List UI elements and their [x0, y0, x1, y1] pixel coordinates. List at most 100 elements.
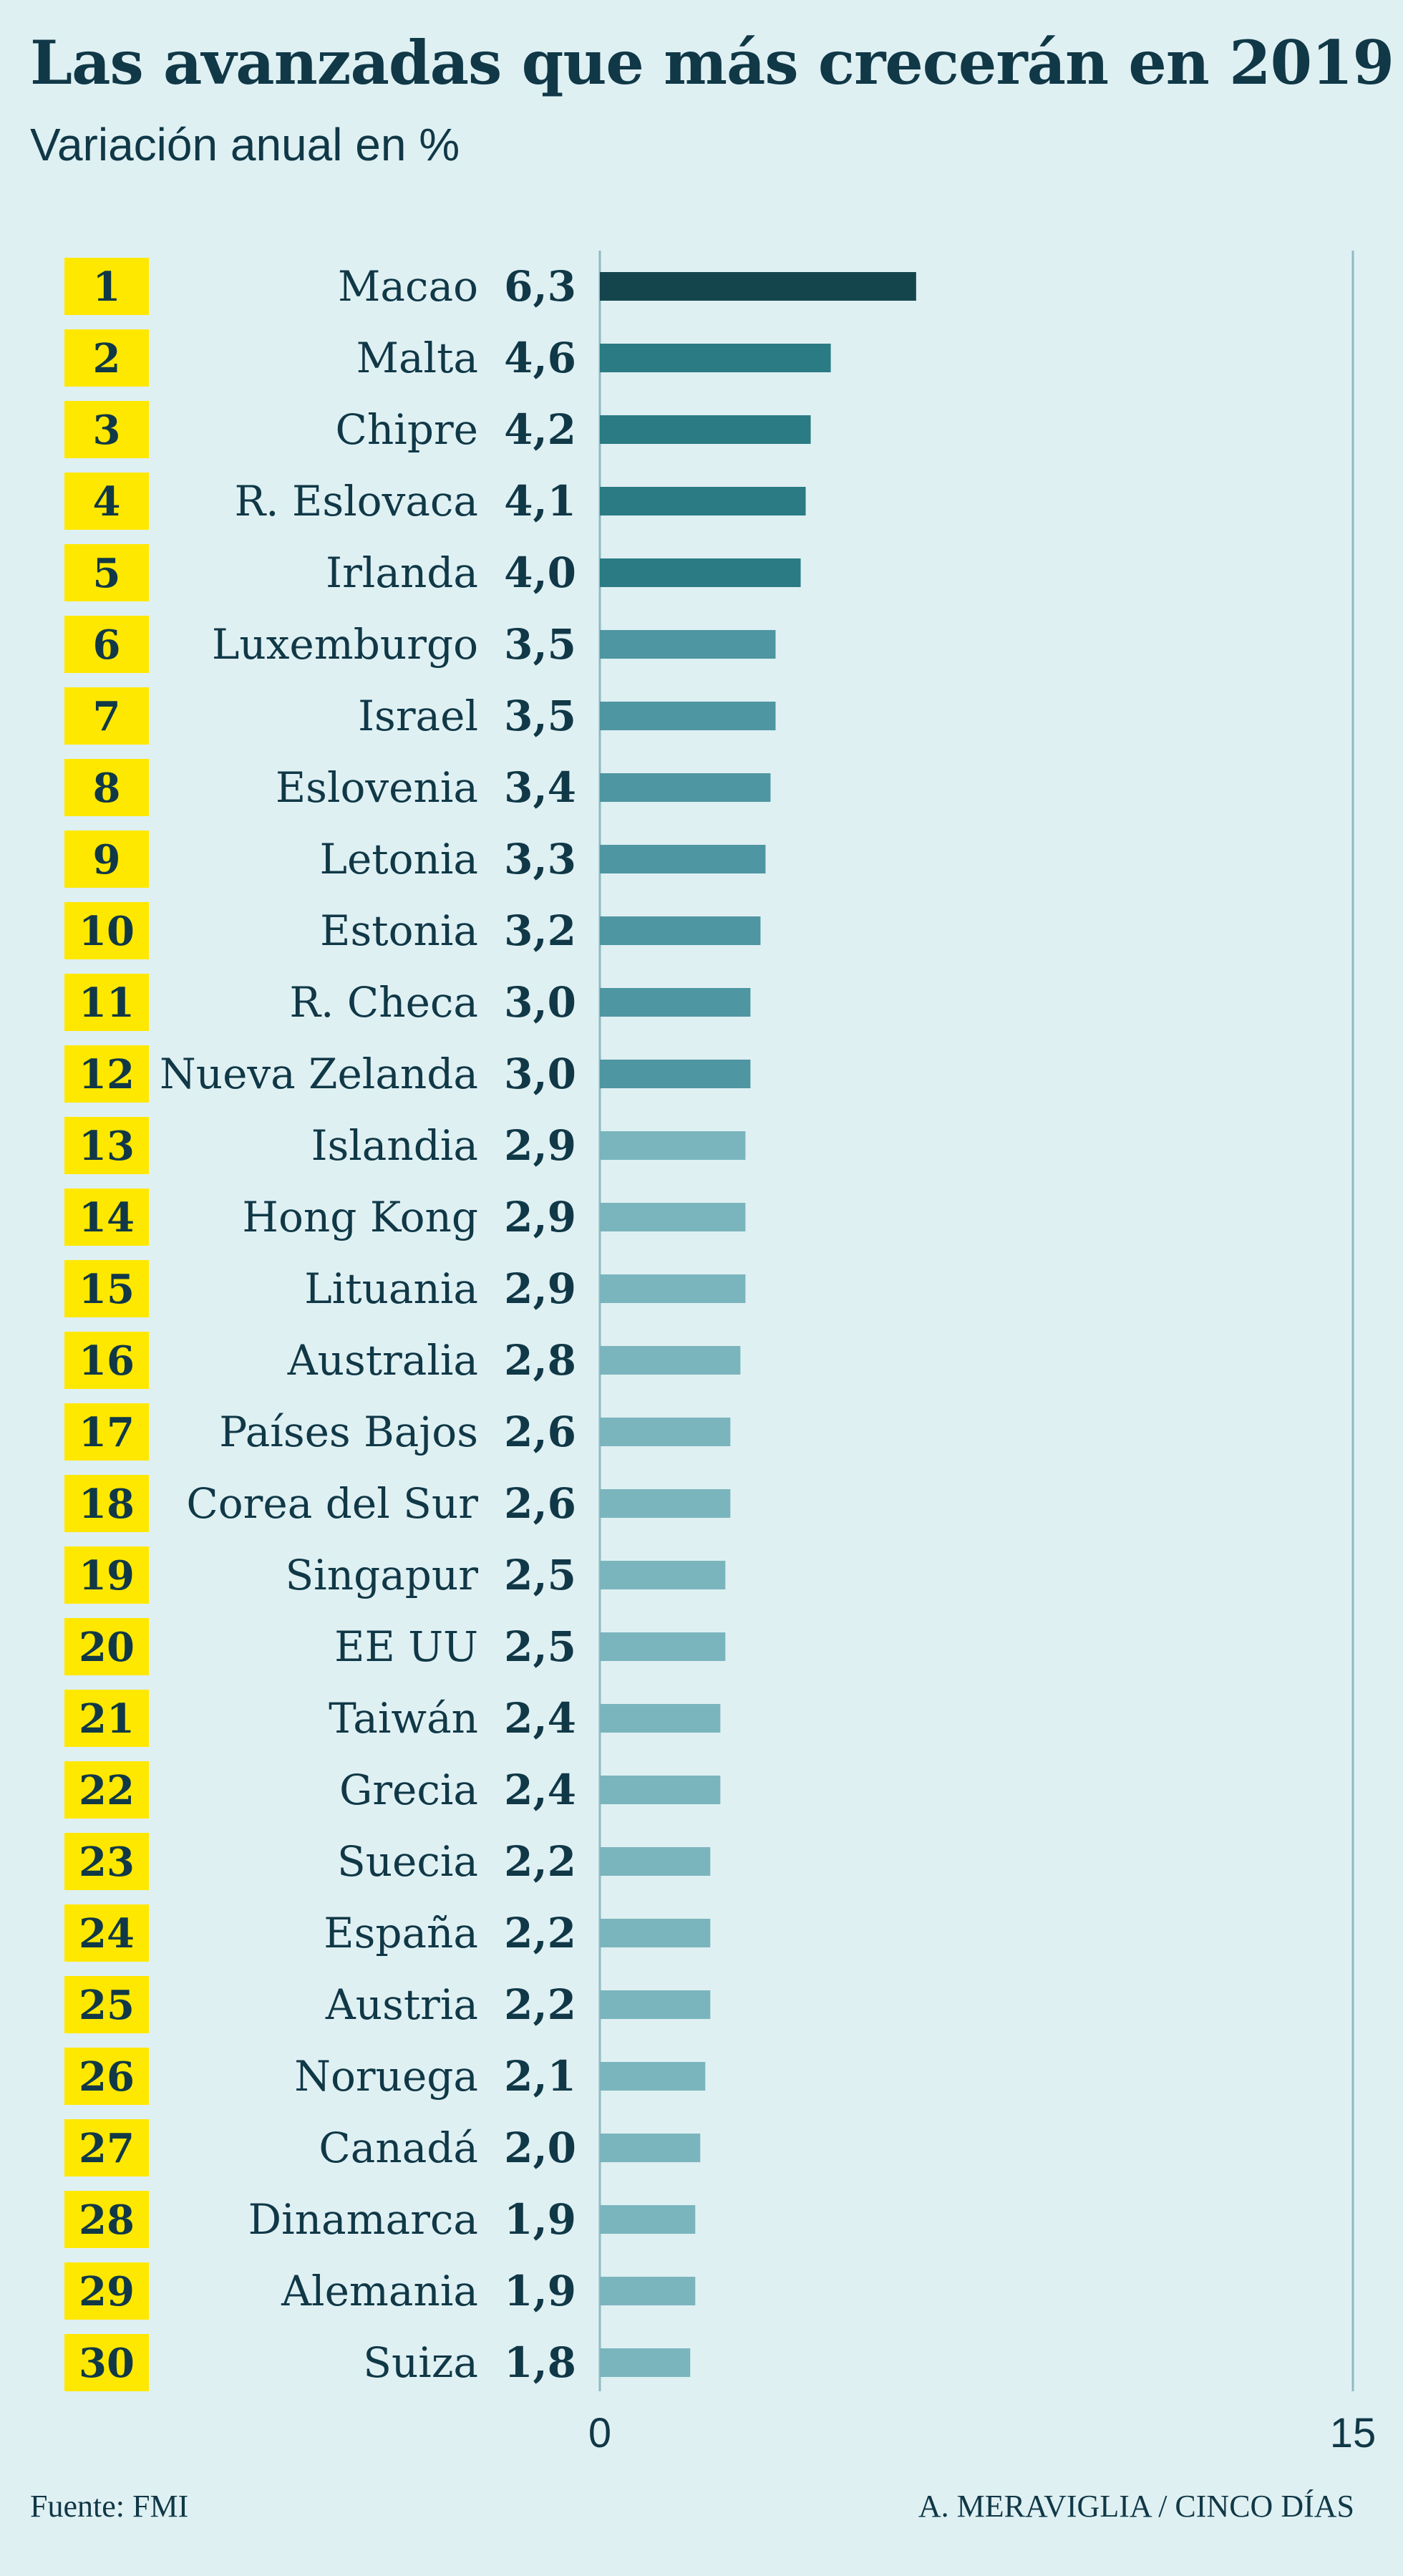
- bar: [600, 558, 801, 587]
- bar: [600, 1418, 731, 1446]
- bar: [600, 1060, 751, 1088]
- category-label: EE UU: [334, 1622, 478, 1671]
- value-label: 3,4: [504, 763, 576, 812]
- rank-badge: [64, 401, 149, 458]
- value-label: 2,4: [504, 1694, 576, 1743]
- rank-label: 13: [79, 1123, 135, 1170]
- rank-badge: [64, 1546, 149, 1604]
- rank-badge: [64, 1761, 149, 1819]
- rank-label: 29: [79, 2268, 135, 2315]
- rank-badge: [64, 544, 149, 601]
- category-label: R. Eslovaca: [234, 477, 478, 526]
- rank-badge: [64, 2334, 149, 2391]
- rank-label: 19: [79, 1552, 135, 1599]
- category-label: Corea del Sur: [186, 1479, 478, 1528]
- rank-label: 11: [79, 979, 135, 1027]
- rank-badge: [64, 1833, 149, 1890]
- rank-label: 8: [93, 765, 121, 812]
- value-label: 2,6: [504, 1408, 576, 1456]
- value-label: 3,3: [504, 835, 576, 883]
- bar: [600, 916, 761, 945]
- category-label: Macao: [338, 262, 478, 311]
- rank-badge: [64, 1475, 149, 1532]
- category-label: Singapur: [285, 1551, 478, 1599]
- rank-label: 3: [93, 407, 121, 454]
- rank-label: 2: [93, 335, 121, 382]
- rank-badge: [64, 1904, 149, 1962]
- rank-badge: [64, 1045, 149, 1103]
- source-note: Fuente: FMI: [30, 2489, 189, 2524]
- bar: [600, 1561, 726, 1589]
- value-label: 3,0: [504, 1050, 576, 1098]
- category-label: Letonia: [319, 835, 478, 883]
- rank-label: 7: [93, 693, 121, 740]
- rank-badge: [64, 1690, 149, 1747]
- rank-badge: [64, 1976, 149, 2033]
- category-label: Dinamarca: [248, 2195, 478, 2244]
- category-label: Canadá: [319, 2124, 478, 2172]
- rank-label: 22: [79, 1767, 135, 1814]
- chart-title: Las avanzadas que más crecerán en 2019: [30, 27, 1394, 98]
- bar: [600, 344, 831, 372]
- value-label: 2,2: [504, 1837, 576, 1886]
- value-label: 6,3: [504, 262, 576, 311]
- bar: [600, 2062, 706, 2091]
- rank-badge: [64, 2119, 149, 2176]
- value-label: 2,4: [504, 1766, 576, 1814]
- bar: [600, 487, 806, 515]
- rank-label: 9: [93, 836, 121, 883]
- rank-label: 23: [79, 1839, 135, 1886]
- value-label: 4,6: [504, 334, 576, 382]
- rank-label: 21: [79, 1695, 135, 1743]
- value-label: 2,9: [504, 1193, 576, 1241]
- value-label: 4,1: [504, 477, 576, 526]
- rank-badge: [64, 831, 149, 888]
- value-label: 2,9: [504, 1264, 576, 1313]
- rank-badge: [64, 902, 149, 959]
- category-label: Islandia: [311, 1121, 478, 1170]
- rank-badge: [64, 1403, 149, 1461]
- bar: [600, 845, 766, 873]
- value-label: 2,6: [504, 1479, 576, 1528]
- rank-label: 27: [79, 2125, 135, 2172]
- category-label: Países Bajos: [219, 1408, 478, 1456]
- credit-note: A. MERAVIGLIA / CINCO DÍAS: [918, 2489, 1354, 2524]
- rank-badge: [64, 687, 149, 745]
- rank-label: 26: [79, 2053, 135, 2101]
- value-label: 4,2: [504, 405, 576, 454]
- rank-label: 24: [79, 1910, 135, 1957]
- value-label: 2,5: [504, 1622, 576, 1671]
- bar: [600, 1346, 741, 1375]
- bar: [600, 773, 771, 802]
- rank-label: 20: [79, 1624, 135, 1671]
- value-label: 1,9: [504, 2195, 576, 2244]
- bar: [600, 1203, 746, 1231]
- rank-badge: [64, 974, 149, 1031]
- category-label: Suiza: [363, 2338, 478, 2387]
- rank-badge: [64, 1332, 149, 1389]
- bar: [600, 1990, 711, 2019]
- rank-label: 5: [93, 550, 121, 597]
- rank-badge: [64, 473, 149, 530]
- value-label: 2,9: [504, 1121, 576, 1170]
- chart-subtitle: Variación anual en %: [30, 119, 460, 170]
- rank-badge: [64, 329, 149, 387]
- bar: [600, 630, 776, 659]
- bar: [600, 1847, 711, 1876]
- rank-label: 16: [79, 1337, 135, 1385]
- category-label: Alemania: [281, 2267, 478, 2315]
- category-label: Noruega: [294, 2052, 478, 2101]
- bar: [600, 702, 776, 730]
- bar: [600, 2205, 696, 2234]
- value-label: 2,8: [504, 1336, 576, 1385]
- rank-label: 14: [79, 1194, 135, 1241]
- bar: [600, 1131, 746, 1160]
- value-label: 3,2: [504, 906, 576, 955]
- bar: [600, 272, 916, 301]
- rank-badge: [64, 1117, 149, 1174]
- rank-badge: [64, 759, 149, 816]
- bar: [600, 988, 751, 1017]
- rank-label: 1: [93, 263, 121, 311]
